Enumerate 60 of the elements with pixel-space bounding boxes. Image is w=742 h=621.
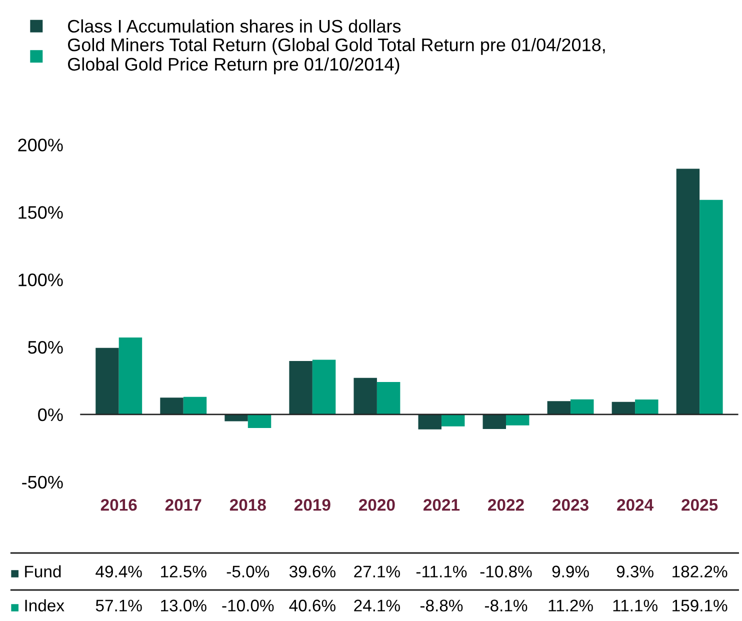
bar [248, 414, 272, 428]
bar [312, 360, 336, 414]
data-label: 27.1% [354, 566, 400, 578]
data-label: -11.1% [416, 566, 467, 578]
bar [354, 378, 377, 414]
legend-label: Class I Accumulation shares in US dollars [68, 19, 401, 33]
x-tick-label: 2016 [100, 499, 137, 511]
data-label: -10.8% [480, 566, 532, 578]
bar [96, 348, 119, 414]
data-label: 24.1% [354, 600, 400, 612]
data-label: -8.8% [420, 600, 463, 612]
y-tick-label: 100% [18, 274, 63, 286]
bar [376, 382, 400, 414]
data-label: 11.1% [613, 600, 658, 612]
data-label: 9.9% [552, 566, 589, 578]
text: Index [25, 599, 64, 612]
bar [183, 396, 207, 414]
data-label: 13.0% [161, 600, 206, 612]
x-tick-label: 2025 [682, 499, 718, 511]
x-tick-label: 2018 [230, 499, 266, 511]
bar [418, 414, 442, 430]
data-label: 57.1% [96, 600, 142, 612]
bar [289, 361, 312, 414]
y-tick-label: 150% [18, 206, 63, 219]
bar [676, 168, 700, 414]
x-tick-label: 2023 [552, 499, 588, 511]
x-tick-label: 2024 [617, 499, 654, 511]
data-label: -5.0% [226, 566, 270, 578]
bar [700, 200, 723, 414]
data-label: 39.6% [289, 566, 336, 578]
x-tick-label: 2019 [294, 499, 330, 511]
bar [635, 399, 658, 414]
bar [547, 401, 571, 414]
y-tick-label: 50% [28, 340, 63, 354]
data-label: 49.4% [96, 566, 142, 578]
y-tick-label: 0% [38, 408, 63, 422]
data-label: 9.3% [616, 566, 654, 578]
y-tick-label: -50% [22, 476, 63, 489]
x-tick-label: 2021 [424, 499, 460, 511]
x-tick-label: 2017 [165, 499, 202, 511]
y-tick-label: 200% [18, 138, 63, 152]
bar [506, 414, 530, 426]
data-label: 11.2% [548, 600, 593, 612]
data-label: 159.1% [672, 600, 728, 612]
data-label: -8.1% [484, 600, 528, 612]
bar [118, 337, 142, 414]
legend-label: Gold Miners Total Return (Global Gold Total Return pre 01/04/2018, Global Gold Price Return pre 01/10/2014) [68, 38, 605, 74]
data-label: 182.2% [672, 566, 728, 578]
bar [441, 414, 465, 426]
data-label: 12.5% [161, 566, 206, 578]
bar [570, 399, 594, 414]
text: Fund [25, 565, 61, 578]
x-tick-label: 2020 [358, 499, 395, 511]
bar [224, 414, 248, 422]
x-tick-label: 2022 [488, 499, 524, 511]
bar [612, 402, 636, 414]
bar [160, 398, 184, 414]
bar [482, 414, 506, 430]
data-label: -10.0% [222, 600, 274, 612]
data-label: 40.6% [289, 600, 336, 612]
